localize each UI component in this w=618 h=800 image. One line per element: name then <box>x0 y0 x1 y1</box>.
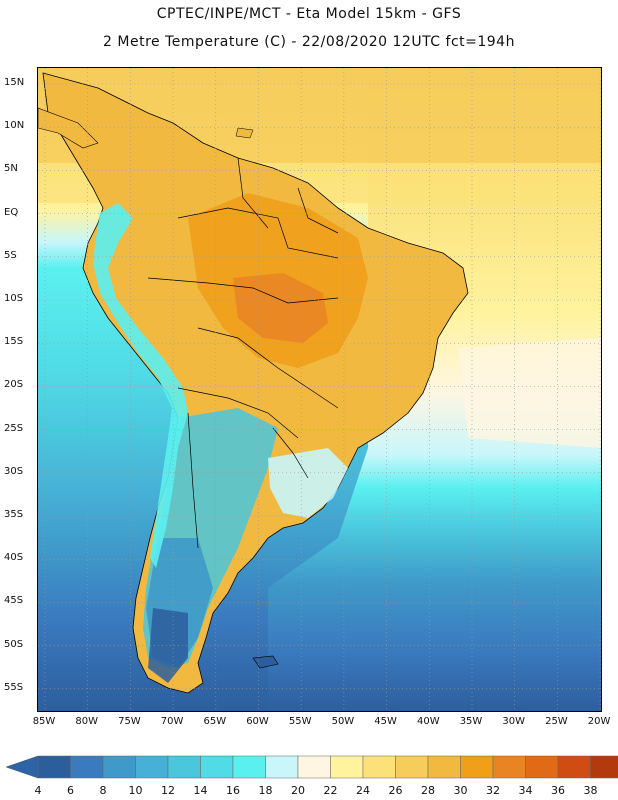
central-america-landmass <box>38 107 99 149</box>
colorbar-tick-label: 4 <box>34 784 42 797</box>
southern-patagonia-coldest-zone <box>148 608 188 683</box>
colorbar-tick-label: 36 <box>551 784 565 797</box>
longitude-label: 30W <box>502 716 525 727</box>
colorbar-swatch <box>427 755 461 779</box>
south-america-landmass <box>42 72 469 694</box>
latitude-label: 35S <box>4 509 24 520</box>
map-canvas <box>38 68 601 711</box>
latitude-label: 50S <box>4 638 24 650</box>
colorbar-tick-label: 34 <box>518 784 533 797</box>
hottest-core-zone <box>233 273 328 343</box>
colorbar-tick-label: 32 <box>486 784 500 797</box>
map-title-line-1: CPTEC/INPE/MCT - Eta Model 15km - GFS <box>156 6 462 22</box>
map-title-line-2: 2 Metre Temperature (C) - 22/08/2020 12U… <box>103 34 515 50</box>
colorbar-swatch <box>460 755 494 779</box>
colorbar-swatch <box>330 755 364 779</box>
colorbar-swatch <box>492 755 526 779</box>
colorbar-swatch <box>265 755 299 779</box>
country-borders <box>147 157 339 549</box>
latitude-label: 10S <box>4 293 24 304</box>
andes-cold-strip <box>93 203 188 568</box>
colorbar-tick-label: 8 <box>99 784 107 797</box>
colorbar-tick-label: 38 <box>583 784 598 797</box>
colorbar-tick-label: 22 <box>323 784 338 797</box>
latitude-label: 40S <box>4 552 24 564</box>
colorbar-swatch <box>557 755 591 779</box>
colorbar-tick-label: 18 <box>258 784 273 797</box>
falkland-islands <box>252 655 279 669</box>
longitude-label: 45W <box>374 716 397 727</box>
colorbar-tick-label: 24 <box>356 784 370 797</box>
colorbar-swatch <box>70 755 104 779</box>
colorbar-tick-label: 10 <box>128 784 143 797</box>
longitude-label: 60W <box>246 716 269 727</box>
colorbar-tick-label: 26 <box>388 784 403 797</box>
colorbar-swatch <box>135 755 169 779</box>
colorbar-canvas <box>5 755 618 779</box>
longitude-label: 75W <box>118 716 141 727</box>
subtropical-atlantic-patch <box>458 338 601 448</box>
southern-brazil-mild-zone <box>268 448 348 518</box>
temperature-map <box>37 67 602 712</box>
longitude-label: 25W <box>545 716 568 727</box>
colorbar-tick-label: 16 <box>226 784 240 797</box>
colorbar-swatch <box>297 755 331 779</box>
latitude-label: EQ <box>4 206 19 218</box>
colorbar-swatch <box>37 755 71 779</box>
colorbar-tick-label: 30 <box>453 784 468 797</box>
colorbar-tick-label: 6 <box>67 784 74 797</box>
colorbar-tick-label: 20 <box>291 784 305 797</box>
latitude-label: 5N <box>4 163 18 175</box>
colorbar-swatch <box>362 755 396 779</box>
colorbar-swatch <box>167 755 201 779</box>
latitude-label: 10N <box>4 120 25 132</box>
temperature-colorbar <box>0 750 618 800</box>
longitude-label: 55W <box>288 716 312 727</box>
longitude-label: 20W <box>587 716 611 727</box>
longitude-label: 35W <box>459 716 483 727</box>
latitude-label: 30S <box>4 465 24 477</box>
colorbar-swatch <box>590 755 618 779</box>
colorbar-swatch <box>200 755 234 779</box>
latitude-label: 15N <box>4 77 25 88</box>
longitude-label: 70W <box>160 716 184 727</box>
latitude-label: 25S <box>4 422 24 434</box>
longitude-label: 65W <box>203 716 227 727</box>
colorbar-under-arrow <box>5 755 39 779</box>
colorbar-swatch <box>232 755 266 779</box>
longitude-label: 40W <box>416 716 440 727</box>
colorbar-swatch <box>395 755 429 779</box>
longitude-label: 50W <box>331 716 355 727</box>
colorbar-swatch <box>525 755 559 779</box>
caribbean-island <box>235 127 254 139</box>
latitude-label: 5S <box>4 249 17 261</box>
longitude-label: 85W <box>32 716 56 727</box>
colorbar-tick-label: 14 <box>193 784 208 797</box>
colorbar-tick-label: 28 <box>421 784 435 797</box>
latitude-label: 55S <box>4 681 24 693</box>
latitude-label: 45S <box>4 595 24 607</box>
latitude-label: 20S <box>4 379 24 391</box>
colorbar-swatch <box>102 755 136 779</box>
colorbar-tick-label: 12 <box>161 784 175 797</box>
latitude-label: 15S <box>4 336 24 348</box>
atlantic-ocean-field <box>268 68 601 711</box>
longitude-label: 80W <box>75 716 98 727</box>
